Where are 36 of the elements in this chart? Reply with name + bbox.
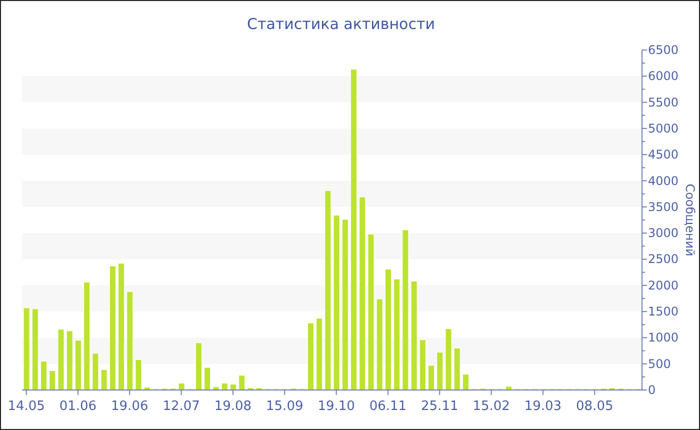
y-axis-title: Сообщений <box>683 184 697 256</box>
bar <box>238 375 246 390</box>
bar <box>221 382 228 390</box>
y-tick-label: 3000 <box>648 226 679 240</box>
chart-title: Статистика активности <box>246 15 436 33</box>
x-tick-label: 19.03 <box>524 399 562 414</box>
x-tick-label: 01.06 <box>59 399 97 414</box>
x-tick-label: 06.11 <box>369 399 407 414</box>
y-tick-label: 2500 <box>648 252 679 266</box>
x-tick-label: 14.05 <box>8 399 45 414</box>
x-tick-label: 19.06 <box>111 399 148 414</box>
y-tick-label: 4500 <box>648 148 679 162</box>
x-tick-label: 12.07 <box>162 399 200 414</box>
y-tick-label: 6500 <box>648 43 679 57</box>
bar <box>49 370 56 390</box>
y-tick-label: 6000 <box>648 69 679 84</box>
x-tick-label: 19.08 <box>214 399 252 414</box>
y-tick-label: 0 <box>648 383 656 397</box>
y-tick-label: 3500 <box>648 200 679 214</box>
y-tick-label: 1500 <box>648 304 679 319</box>
x-tick-label: 19.10 <box>318 399 355 414</box>
bar <box>204 367 211 390</box>
y-tick-label: 5000 <box>648 121 679 136</box>
y-tick-label: 5500 <box>648 95 679 110</box>
bar <box>230 384 236 390</box>
bar <box>506 386 512 390</box>
bar <box>462 374 469 390</box>
y-tick-label: 4000 <box>648 174 679 188</box>
x-tick-label: 15.09 <box>266 399 304 414</box>
x-tick-label: 15.02 <box>472 399 510 414</box>
y-tick-label: 500 <box>648 356 671 371</box>
y-tick-label: 2000 <box>648 278 679 292</box>
x-tick-label: 25.11 <box>421 399 458 414</box>
bar <box>212 386 220 390</box>
x-tick-label: 08.05 <box>576 399 614 414</box>
y-tick-label: 1000 <box>648 330 679 345</box>
